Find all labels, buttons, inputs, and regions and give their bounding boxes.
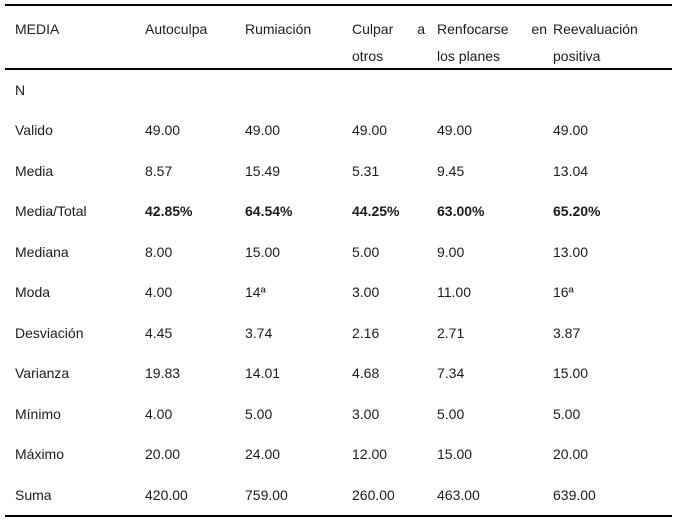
cell-value: 63.00% [437,203,485,220]
row-label: Máximo [15,446,65,463]
statistics-table: MEDIA Autoculpa Rumiación Culpar a otros… [5,4,672,517]
table-row-valido: Valido 49.00 49.00 49.00 49.00 49.00 [5,110,672,151]
table-row-suma: Suma 420.00 759.00 260.00 463.00 639.00 [5,475,672,516]
cell-value: 15.00 [437,446,473,463]
cell-value: 49.00 [437,122,473,139]
header-word: a [417,21,425,37]
header-line: Reevaluación [553,21,638,37]
table-top-rule [5,4,672,6]
table-row-n: N [5,70,672,111]
row-label: Mediana [15,243,69,260]
table-row-mediana: Mediana 8.00 15.00 5.00 9.00 13.00 [5,232,672,273]
header-word: Renfocarse [437,21,509,37]
row-label: Desviación [15,324,84,341]
cell-value: 4.45 [145,324,173,341]
cell-value: 3.00 [352,405,380,422]
cell-value: 463.00 [437,486,480,503]
header-separator-rule [5,68,672,70]
header-line-justified: Renfocarse en [437,16,547,43]
table-row-maximo: Máximo 20.00 24.00 12.00 15.00 20.00 [5,434,672,475]
cell-value: 5.31 [352,162,380,179]
cell-value: 44.25% [352,203,400,220]
cell-value: 11.00 [437,284,471,301]
cell-value: 49.00 [245,122,281,139]
header-rumiacion: Rumiación [245,21,312,37]
header-line-justified: Culpar a [352,16,425,43]
cell-value: 3.87 [553,324,581,341]
cell-value: 3.00 [352,284,380,301]
cell-value: 14ª [245,284,266,301]
cell-value: 260.00 [352,486,395,503]
row-label: Mínimo [15,405,61,422]
row-label: Media [15,162,54,179]
row-label: N [15,81,26,98]
table-bottom-rule [5,515,672,517]
header-word: Culpar [352,21,394,37]
cell-value: 5.00 [352,243,380,260]
header-autoculpa: Autoculpa [145,21,208,37]
cell-value: 5.00 [437,405,465,422]
cell-value: 49.00 [553,122,589,139]
table-row-media: Media 8.57 15.49 5.31 9.45 13.04 [5,151,672,192]
cell-value: 12.00 [352,446,388,463]
cell-value: 9.45 [437,162,465,179]
row-label: Suma [15,486,52,503]
row-label: Valido [15,122,53,139]
header-word: en [531,21,547,37]
cell-value: 15.00 [553,365,589,382]
cell-value: 15.49 [245,162,281,179]
header-line: positiva [553,48,601,64]
header-culpar-a-otros: Culpar a otros [352,16,437,70]
header-renfocarse-en-los-planes: Renfocarse en los planes [437,16,553,70]
cell-value: 639.00 [553,486,596,503]
cell-value: 2.71 [437,324,465,341]
cell-value: 65.20% [553,203,601,220]
header-media: MEDIA [15,21,60,37]
header-line: los planes [437,48,501,64]
cell-value: 9.00 [437,243,465,260]
cell-value: 8.57 [145,162,173,179]
cell-value: 49.00 [352,122,388,139]
row-label: Moda [15,284,51,301]
cell-value: 5.00 [553,405,581,422]
cell-value: 4.00 [145,405,173,422]
table-row-desviacion: Desviación 4.45 3.74 2.16 2.71 3.87 [5,313,672,354]
cell-value: 16ª [553,284,574,301]
cell-value: 420.00 [145,486,188,503]
cell-value: 3.74 [245,324,273,341]
cell-value: 20.00 [553,446,589,463]
cell-value: 64.54% [245,203,293,220]
cell-value: 13.04 [553,162,589,179]
table-row-varianza: Varianza 19.83 14.01 4.68 7.34 15.00 [5,353,672,394]
cell-value: 4.00 [145,284,173,301]
row-label: Varianza [15,365,70,382]
cell-value: 49.00 [145,122,181,139]
cell-value: 20.00 [145,446,181,463]
table-body: N Valido 49.00 49.00 49.00 49.00 49.00 M… [5,70,672,516]
cell-value: 759.00 [245,486,288,503]
cell-value: 14.01 [245,365,281,382]
cell-value: 2.16 [352,324,380,341]
table-row-moda: Moda 4.00 14ª 3.00 11.00 16ª [5,272,672,313]
cell-value: 13.00 [553,243,589,260]
row-label: Media/Total [15,203,87,220]
cell-value: 5.00 [245,405,273,422]
cell-value: 15.00 [245,243,281,260]
cell-value: 8.00 [145,243,173,260]
cell-value: 4.68 [352,365,380,382]
table-row-media-total: Media/Total 42.85% 64.54% 44.25% 63.00% … [5,191,672,232]
cell-value: 19.83 [145,365,181,382]
header-reevaluacion-positiva: Reevaluación positiva [553,16,662,70]
table-row-minimo: Mínimo 4.00 5.00 3.00 5.00 5.00 [5,394,672,435]
table-header-row: MEDIA Autoculpa Rumiación Culpar a otros… [5,6,672,68]
cell-value: 42.85% [145,203,193,220]
cell-value: 24.00 [245,446,281,463]
header-line: otros [352,48,384,64]
cell-value: 7.34 [437,365,465,382]
